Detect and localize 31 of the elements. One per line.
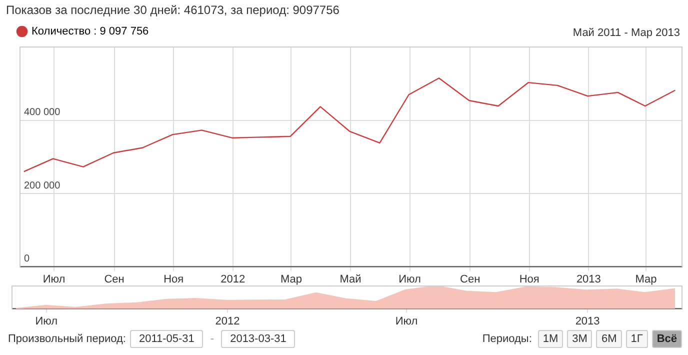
text: Периоды: <box>482 333 532 345</box>
period-button: 1М <box>538 330 564 348</box>
date-field: 2013-03-31 <box>221 330 296 348</box>
x-tick-label: 2012 <box>220 273 246 286</box>
x-tick-label: Июл <box>398 273 421 286</box>
x-tick-label: 2013 <box>575 315 600 328</box>
text: - <box>210 333 214 345</box>
y-tick-label: 400 000 <box>24 107 61 118</box>
x-tick-label: Май <box>340 273 362 286</box>
chart-title: Показов за последние 30 дней: 461073, за период: 9097756 <box>6 3 340 17</box>
x-tick-label: Сен <box>460 273 480 286</box>
x-tick-label: Июл <box>35 315 58 328</box>
x-tick-label: Ноя <box>164 273 184 286</box>
period-button: 6М <box>596 330 622 348</box>
period-button: Всё <box>652 330 682 348</box>
x-tick-label: Июл <box>42 273 66 286</box>
period-button: 3М <box>567 330 592 348</box>
x-tick-label: Мар <box>635 273 657 286</box>
date-field: 2011-05-31 <box>130 330 204 348</box>
y-tick-label: 200 000 <box>24 180 61 192</box>
x-tick-label: Сен <box>104 273 124 286</box>
legend-label: Количество : 9 097 756 <box>32 26 149 38</box>
chart-subtitle: Май 2011 - Мар 2013 <box>572 27 680 39</box>
x-tick-label: 2012 <box>215 315 240 328</box>
x-tick-label: 2013 <box>576 273 601 286</box>
x-tick-label: Ноя <box>519 273 540 286</box>
text: Произвольный период: <box>8 333 126 345</box>
y-tick-label: 0 <box>24 254 30 265</box>
x-tick-label: Мар <box>280 273 302 286</box>
period-button: 1Г <box>626 330 648 348</box>
x-tick-label: Июл <box>395 315 418 328</box>
